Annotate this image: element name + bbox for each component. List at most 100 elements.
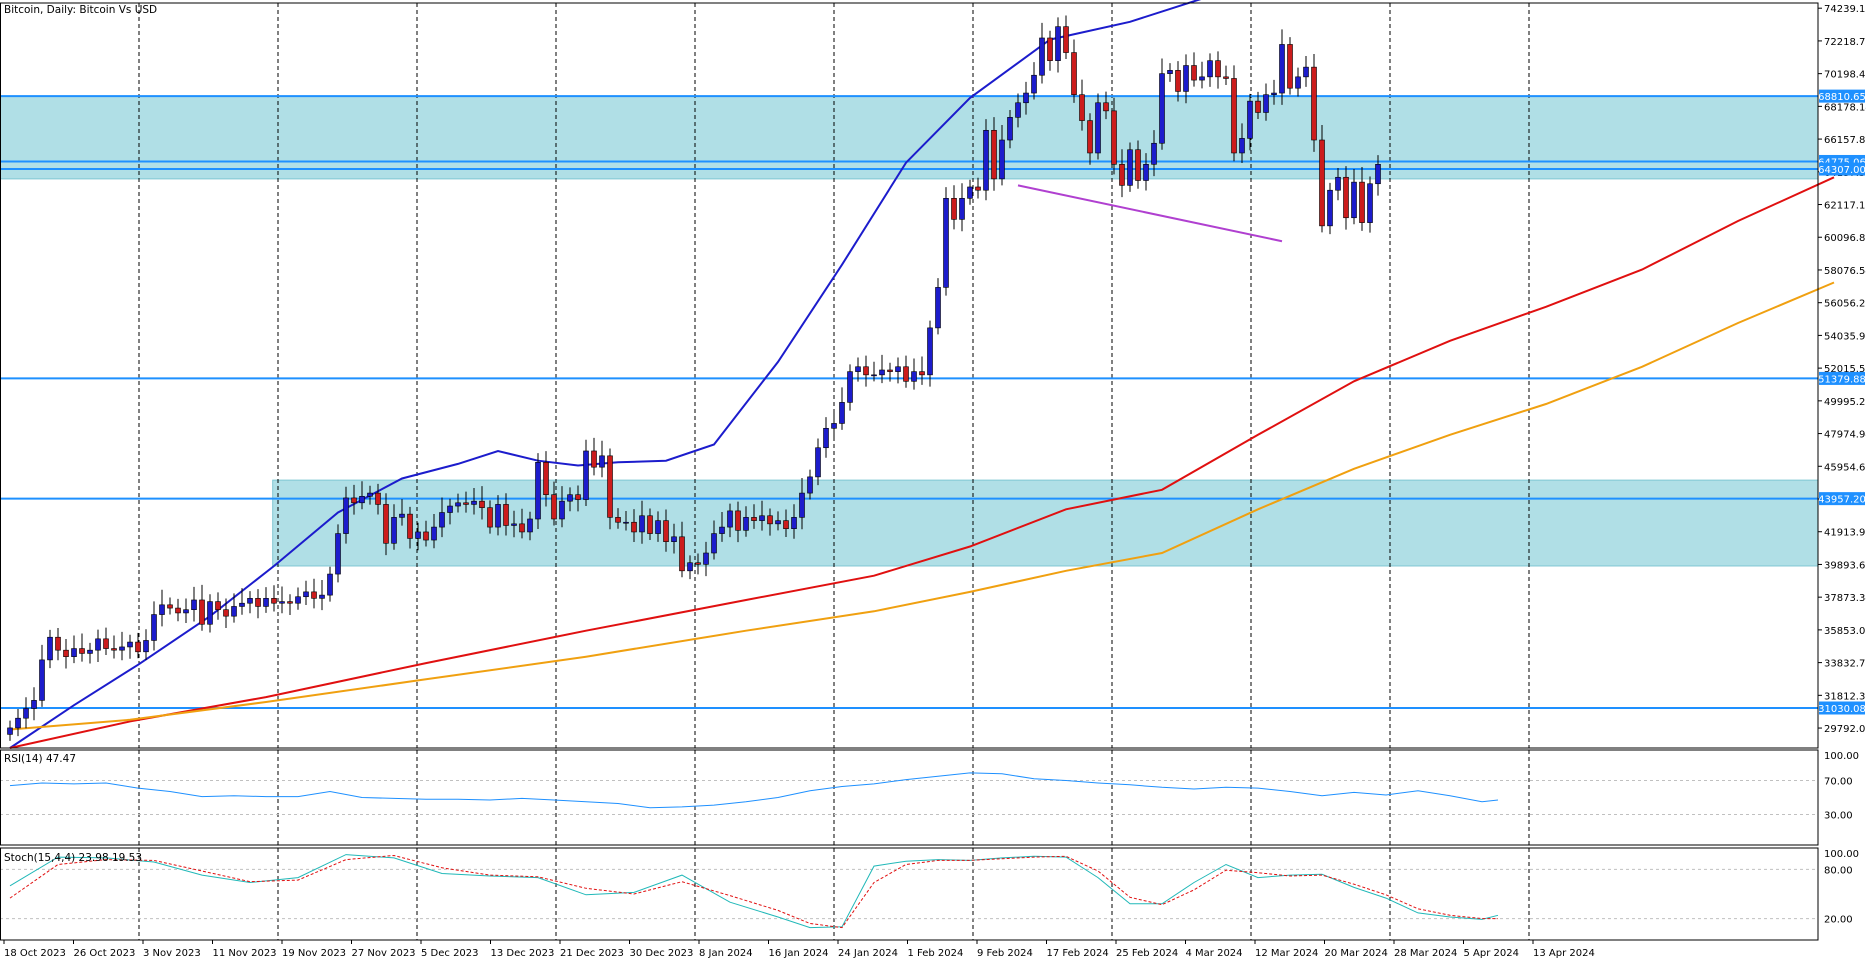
- x-tick-label: 24 Jan 2024: [838, 948, 898, 959]
- candle-body: [1215, 60, 1221, 78]
- candle-body: [1303, 66, 1309, 78]
- candle-body: [935, 287, 941, 329]
- moving-averages: [9, 0, 1835, 749]
- candle-body: [959, 198, 965, 220]
- y-tick-label: 72218.78: [1824, 37, 1866, 48]
- candle-body: [319, 594, 325, 599]
- candle-body: [1319, 139, 1325, 227]
- candle-body: [143, 640, 149, 653]
- candle-body: [167, 604, 173, 609]
- candle-body: [519, 523, 525, 533]
- candle-body: [487, 507, 493, 528]
- candle-body: [575, 494, 581, 500]
- candle-body: [1159, 73, 1165, 144]
- x-tick-label: 11 Nov 2023: [213, 948, 277, 959]
- zone-1: [0, 95, 1819, 180]
- indicator-lines: [9, 772, 1499, 929]
- candle-body: [887, 369, 893, 372]
- candle-body: [335, 533, 341, 575]
- candle-body: [87, 649, 93, 654]
- candle-body: [1223, 76, 1229, 79]
- candle-body: [895, 366, 901, 372]
- candle-body: [1287, 44, 1293, 89]
- candle-body: [1175, 70, 1181, 92]
- chart-title: Bitcoin, Daily: Bitcoin Vs USD: [4, 4, 157, 16]
- candle-body: [479, 500, 485, 508]
- moving-average-line-2: [9, 176, 1835, 749]
- candle-body: [7, 727, 13, 735]
- y-tick-label: 68178.14: [1824, 102, 1866, 113]
- candle-body: [551, 494, 557, 520]
- candle-body: [975, 186, 981, 191]
- y-tick-label: 29792.06: [1824, 724, 1866, 735]
- candle-body: [879, 369, 885, 376]
- candle-body: [911, 371, 917, 382]
- x-tick-label: 17 Feb 2024: [1047, 948, 1109, 959]
- y-tick-label: 37873.34: [1824, 593, 1866, 604]
- candle-body: [1031, 74, 1037, 94]
- candle-body: [455, 502, 461, 507]
- x-tick-label: 5 Apr 2024: [1464, 948, 1519, 959]
- candle-body: [655, 520, 661, 534]
- x-tick-label: 1 Feb 2024: [908, 948, 964, 959]
- candle-body: [1023, 92, 1029, 104]
- candle-body: [943, 198, 949, 288]
- y-tick-label: 54035.90: [1824, 331, 1866, 342]
- candle-body: [1343, 176, 1349, 219]
- candle-body: [511, 523, 517, 526]
- price-lines: [0, 95, 1818, 709]
- candles: [7, 15, 1381, 741]
- candle-body: [1151, 142, 1157, 165]
- candle-body: [983, 129, 989, 191]
- x-tick-label: 9 Feb 2024: [977, 948, 1033, 959]
- candle-body: [543, 462, 549, 495]
- x-tick-label: 21 Dec 2023: [560, 948, 624, 959]
- y-tick-label: 70198.46: [1824, 70, 1866, 81]
- candle-body: [839, 402, 845, 424]
- y-tick-label: 33832.70: [1824, 659, 1866, 670]
- candle-body: [183, 609, 189, 614]
- candle-body: [223, 609, 229, 617]
- candle-body: [215, 601, 221, 610]
- x-tick-label: 19 Nov 2023: [282, 948, 346, 959]
- x-tick-label: 3 Nov 2023: [143, 948, 201, 959]
- candle-body: [599, 455, 605, 468]
- candle-body: [391, 517, 397, 544]
- candle-body: [151, 614, 157, 641]
- x-tick-label: 13 Apr 2024: [1533, 948, 1595, 959]
- x-tick-label: 26 Oct 2023: [74, 948, 136, 959]
- candle-body: [775, 520, 781, 525]
- candle-body: [583, 450, 589, 500]
- y-tick-label: 35853.02: [1824, 626, 1866, 637]
- candle-body: [807, 476, 813, 494]
- candle-body: [55, 636, 61, 651]
- y-tick-label: 56056.22: [1824, 299, 1866, 310]
- candle-body: [1231, 78, 1237, 154]
- x-tick-label: 8 Jan 2024: [699, 948, 753, 959]
- candle-body: [1103, 102, 1109, 112]
- candle-body: [535, 462, 541, 520]
- price-line-tag: [1819, 701, 1865, 715]
- candle-body: [767, 515, 773, 525]
- candle-body: [607, 455, 613, 518]
- price-line-tag: [1819, 492, 1865, 506]
- candle-body: [1311, 66, 1317, 141]
- candle-body: [1167, 70, 1173, 74]
- candle-body: [1095, 102, 1101, 154]
- candle-body: [1263, 94, 1269, 113]
- candle-body: [647, 515, 653, 534]
- x-tick-label: 12 Mar 2024: [1255, 948, 1318, 959]
- candle-body: [663, 520, 669, 542]
- candle-body: [1239, 138, 1245, 154]
- candle-body: [239, 602, 245, 607]
- candle-body: [199, 599, 205, 625]
- candle-body: [23, 708, 29, 719]
- candle-body: [191, 599, 197, 610]
- candle-body: [463, 502, 469, 505]
- candle-body: [615, 517, 621, 523]
- panel-frame: [0, 749, 1819, 846]
- candle-body: [351, 497, 357, 504]
- candle-body: [567, 494, 573, 502]
- candle-body: [71, 648, 77, 657]
